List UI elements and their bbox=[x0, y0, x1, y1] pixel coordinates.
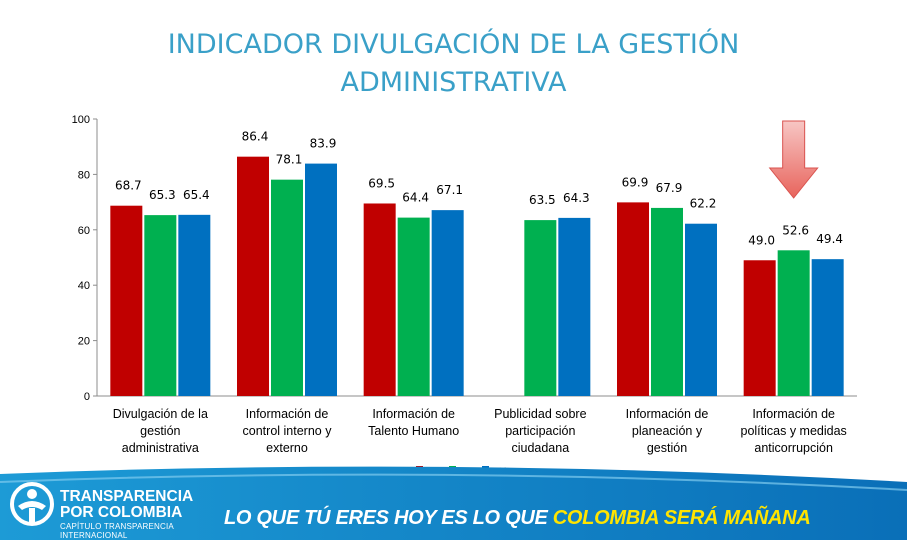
category-label: gestión bbox=[140, 424, 180, 438]
footer-band bbox=[0, 466, 907, 540]
data-label: 69.9 bbox=[622, 175, 649, 189]
data-label: 67.1 bbox=[436, 183, 463, 197]
data-label: 67.9 bbox=[656, 181, 683, 195]
category-label: administrativa bbox=[122, 441, 199, 455]
category-label: participación bbox=[505, 424, 575, 438]
slogan-part-2: COLOMBIA SERÁ MAÑANA bbox=[552, 507, 811, 529]
data-label: 78.1 bbox=[276, 153, 303, 167]
bar-itd bbox=[271, 179, 303, 396]
data-label: 64.3 bbox=[563, 191, 590, 205]
data-label: 69.5 bbox=[368, 176, 395, 190]
bar-itn bbox=[237, 156, 269, 396]
category-label: gestión bbox=[647, 441, 687, 455]
data-label: 65.4 bbox=[183, 188, 210, 202]
data-label: 52.6 bbox=[782, 223, 809, 237]
bar-itd bbox=[651, 207, 683, 396]
category-label: Información de bbox=[626, 407, 709, 421]
bar-itm bbox=[685, 223, 717, 396]
y-tick-label: 60 bbox=[78, 225, 90, 237]
bar-itn bbox=[743, 260, 776, 396]
category-label: Información de bbox=[246, 407, 329, 421]
data-label: 86.4 bbox=[242, 130, 269, 144]
logo-emblem-icon bbox=[10, 482, 54, 526]
bar-itn bbox=[363, 203, 396, 396]
bar-itm bbox=[305, 163, 337, 396]
down-arrow-icon bbox=[768, 120, 819, 199]
bar-itm bbox=[558, 217, 591, 396]
y-tick-label: 40 bbox=[78, 280, 90, 292]
data-label: 64.4 bbox=[402, 191, 429, 205]
category-label: políticas y medidas bbox=[741, 424, 847, 438]
category-label: Información de bbox=[752, 407, 835, 421]
data-label: 68.7 bbox=[115, 179, 142, 193]
y-tick-label: 80 bbox=[78, 169, 90, 181]
category-label: control interno y bbox=[243, 424, 333, 438]
footer-slogan: LO QUE TÚ ERES HOY ES LO QUE COLOMBIA SE… bbox=[224, 507, 811, 530]
category-label: Talento Humano bbox=[368, 424, 459, 438]
data-label: 63.5 bbox=[529, 193, 556, 207]
category-label: Divulgación de la bbox=[113, 407, 208, 421]
title-line-1: INDICADOR DIVULGACIÓN DE LA GESTIÓN bbox=[167, 29, 740, 60]
y-tick-label: 100 bbox=[72, 114, 90, 126]
logo-text-line-2: POR COLOMBIA bbox=[60, 504, 183, 521]
bar-itd bbox=[397, 217, 430, 396]
category-label: anticorrupción bbox=[754, 441, 833, 455]
data-label: 62.2 bbox=[690, 197, 717, 211]
category-label: Información de bbox=[372, 407, 455, 421]
category-label: externo bbox=[266, 441, 308, 455]
y-tick-label: 0 bbox=[84, 391, 90, 403]
bar-itn bbox=[110, 205, 143, 396]
category-label: ciudadana bbox=[511, 441, 569, 455]
bar-itd bbox=[777, 250, 810, 396]
bar-itm bbox=[811, 259, 844, 396]
data-label: 65.3 bbox=[149, 188, 176, 202]
transparencia-logo: TRANSPARENCIA POR COLOMBIA CAPÍTULO TRAN… bbox=[10, 478, 210, 540]
category-label: Publicidad sobre bbox=[494, 407, 586, 421]
title-line-2: ADMINISTRATIVA bbox=[340, 67, 567, 98]
bar-itn bbox=[617, 202, 649, 396]
data-label: 83.9 bbox=[310, 137, 337, 151]
logo-text-line-3: CAPÍTULO TRANSPARENCIA INTERNACIONAL bbox=[60, 522, 174, 540]
data-label: 49.4 bbox=[816, 232, 843, 246]
bar-itm bbox=[431, 210, 464, 396]
data-label: 49.0 bbox=[748, 233, 775, 247]
category-label: planeación y bbox=[632, 424, 703, 438]
bar-itm bbox=[178, 214, 211, 396]
logo-text-line-1: TRANSPARENCIA bbox=[60, 488, 194, 505]
slogan-part-1: LO QUE TÚ ERES HOY ES LO QUE bbox=[224, 507, 553, 529]
bar-itd bbox=[524, 220, 557, 396]
chart-title: INDICADOR DIVULGACIÓN DE LA GESTIÓN ADMI… bbox=[100, 26, 807, 102]
y-tick-label: 20 bbox=[78, 336, 90, 348]
bar-itd bbox=[144, 215, 177, 396]
